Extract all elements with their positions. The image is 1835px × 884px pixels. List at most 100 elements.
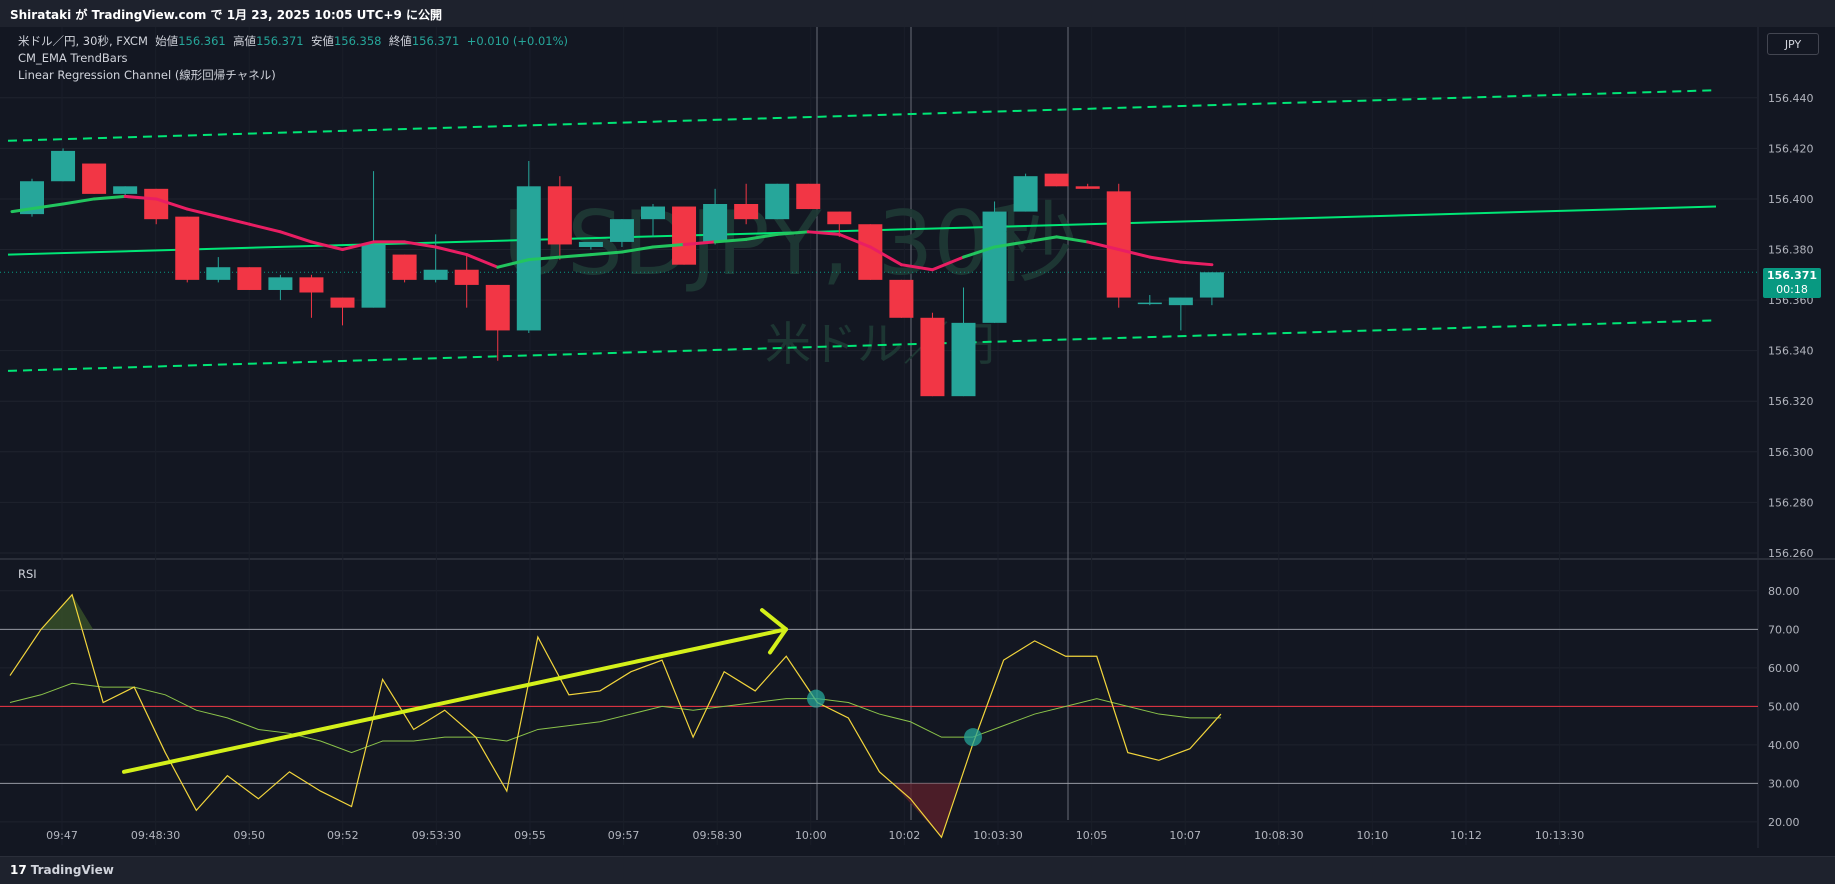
candle-body xyxy=(392,254,417,280)
publish-info: Shirataki が TradingView.com で 1月 23, 202… xyxy=(10,8,442,22)
last-price: 156.371 xyxy=(1766,269,1818,282)
ema-segment xyxy=(496,258,531,269)
price-tick-label: 156.320 xyxy=(1768,395,1814,408)
ema-segment xyxy=(775,230,810,236)
high-label: 高値 xyxy=(233,34,257,48)
rsi-tick-label: 60.00 xyxy=(1768,662,1800,675)
candle-body xyxy=(1075,186,1100,189)
time-tick-label: 10:07 xyxy=(1169,829,1201,842)
indicator-regression-label[interactable]: Linear Regression Channel (線形回帰チャネル) xyxy=(18,68,276,82)
rsi-tick-label: 20.00 xyxy=(1768,816,1800,829)
ema-segment xyxy=(403,240,438,249)
candle-body xyxy=(423,269,448,280)
annotation-arrow-head xyxy=(760,608,788,655)
ema-segment xyxy=(930,255,965,272)
ema-segment xyxy=(309,240,344,252)
rsi-tick-label: 70.00 xyxy=(1768,623,1800,636)
candle-body xyxy=(703,204,728,242)
rsi-line xyxy=(9,593,1222,839)
candle-body xyxy=(920,317,945,397)
ema-trend-line xyxy=(10,194,1214,272)
change-value: +0.010 (+0.01%) xyxy=(466,34,569,48)
ema-segment xyxy=(247,222,282,234)
ohlc-row: 米ドル／円, 30秒, FXCM 始値156.361 高値156.371 安値1… xyxy=(18,33,568,50)
rsi-pane-label[interactable]: RSI xyxy=(18,567,37,581)
candle-body xyxy=(641,206,665,220)
close-label: 終値 xyxy=(388,34,412,48)
candle-body xyxy=(982,211,1007,323)
ema-segment xyxy=(278,230,313,244)
currency-button[interactable]: JPY xyxy=(1767,33,1819,55)
ema-segment xyxy=(154,197,189,211)
candle-body xyxy=(82,163,107,194)
tradingview-logo[interactable]: 17 TradingView xyxy=(10,863,114,877)
candle-body xyxy=(330,297,355,308)
time-tick-label: 10:03:30 xyxy=(973,829,1022,842)
ema-segment xyxy=(527,255,562,262)
indicator-ema-label[interactable]: CM_EMA TrendBars xyxy=(18,51,128,65)
last-price-tag: 156.371 00:18 xyxy=(1763,268,1821,298)
time-tick-label: 09:52 xyxy=(327,829,359,842)
time-tick-label: 09:47 xyxy=(46,829,78,842)
candle-body xyxy=(609,219,634,242)
price-tick-label: 156.440 xyxy=(1768,92,1814,105)
ema-segment xyxy=(123,194,158,201)
ema-segment xyxy=(651,242,686,249)
chart-legend: 米ドル／円, 30秒, FXCM 始値156.361 高値156.371 安値1… xyxy=(18,33,568,84)
candle-body xyxy=(144,188,169,220)
time-tick-label: 10:10 xyxy=(1357,829,1389,842)
time-tick-label: 10:02 xyxy=(889,829,921,842)
candle-body xyxy=(237,267,262,290)
ema-segment xyxy=(589,250,624,257)
price-tick-label: 156.400 xyxy=(1768,193,1814,206)
candle-body xyxy=(268,277,293,290)
candle-body xyxy=(206,267,231,280)
rsi-cross-marker xyxy=(807,689,825,708)
candle-body xyxy=(454,269,479,285)
ema-segment xyxy=(61,197,96,206)
bar-countdown: 00:18 xyxy=(1776,283,1808,296)
symbol-label[interactable]: 米ドル／円, 30秒, FXCM xyxy=(18,34,148,48)
ema-segment xyxy=(1086,240,1121,252)
candle-body xyxy=(547,186,572,245)
candle-body xyxy=(765,183,790,220)
ema-segment xyxy=(713,237,748,244)
low-value: 156.358 xyxy=(333,34,382,48)
candle-body xyxy=(827,211,852,225)
close-value: 156.371 xyxy=(411,34,460,48)
brand-name: TradingView xyxy=(30,863,114,877)
publish-bar: Shirataki が TradingView.com で 1月 23, 202… xyxy=(0,0,1835,28)
candle-body xyxy=(175,216,200,280)
rsi-pane xyxy=(0,593,1758,839)
rsi-tick-label: 40.00 xyxy=(1768,739,1800,752)
candle-body xyxy=(1044,173,1069,187)
time-tick-label: 09:57 xyxy=(608,829,640,842)
time-tick-label: 09:50 xyxy=(233,829,265,842)
price-tick-label: 156.260 xyxy=(1768,547,1814,560)
candle-body xyxy=(951,322,976,397)
ema-segment xyxy=(1148,255,1183,264)
candle-body xyxy=(672,206,697,265)
candle-body xyxy=(734,204,759,220)
ema-segment xyxy=(744,232,779,241)
ema-segment xyxy=(1055,235,1090,244)
candle-body xyxy=(1137,302,1162,305)
ema-segment xyxy=(1179,260,1214,267)
ema-segment xyxy=(1117,248,1152,259)
time-tick-label: 10:13:30 xyxy=(1535,829,1584,842)
candle-body xyxy=(113,186,138,194)
time-tick-label: 10:00 xyxy=(795,829,827,842)
ema-segment xyxy=(185,207,220,219)
ema-segment xyxy=(837,232,872,249)
candle-body xyxy=(299,277,324,293)
open-label: 始値 xyxy=(155,34,179,48)
candle-body xyxy=(485,284,510,331)
price-tick-label: 156.280 xyxy=(1768,496,1814,509)
candle-body xyxy=(361,244,386,308)
ema-segment xyxy=(899,263,934,272)
high-value: 156.371 xyxy=(256,34,304,48)
time-tick-label: 09:58:30 xyxy=(692,829,741,842)
candle-body xyxy=(1168,297,1193,306)
